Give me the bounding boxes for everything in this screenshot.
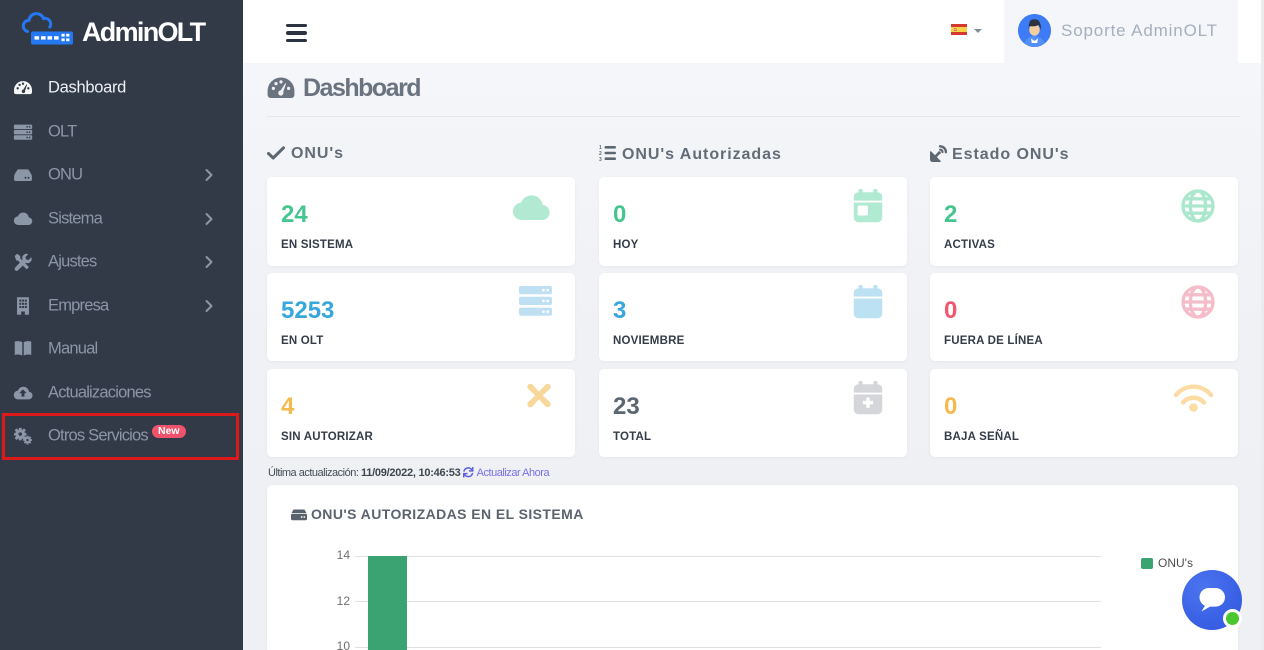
svg-text:1: 1 — [599, 145, 602, 151]
svg-text:2: 2 — [599, 151, 602, 157]
svg-text:3: 3 — [599, 157, 602, 161]
